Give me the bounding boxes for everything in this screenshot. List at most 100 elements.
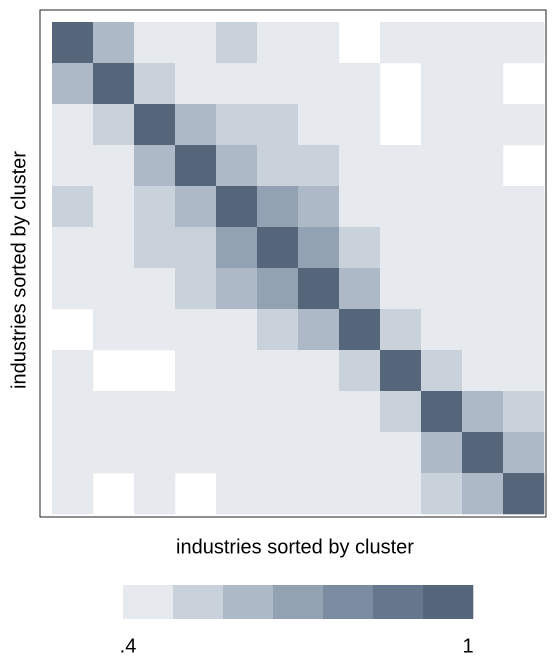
heatmap-cell [134,391,176,433]
heatmap-cell [52,391,94,433]
heatmap-cell [298,186,340,228]
heatmap-cell [462,473,504,515]
heatmap-cell [93,227,135,269]
heatmap-cell [462,350,504,392]
heatmap-cell [339,63,381,105]
colorbar-swatch [373,585,424,619]
heatmap-cell [175,145,217,187]
heatmap-cell [257,145,299,187]
heatmap-cell [339,432,381,474]
heatmap-cell [216,145,258,187]
heatmap-cell [421,473,463,515]
heatmap-cell [175,268,217,310]
heatmap-cell [216,350,258,392]
heatmap-cell [298,104,340,146]
heatmap-cell [503,104,545,146]
heatmap-cell [216,186,258,228]
heatmap-cell [175,350,217,392]
heatmap-cell [52,268,94,310]
colorbar-swatch [173,585,224,619]
heatmap-cell [93,63,135,105]
heatmap-cell [298,227,340,269]
heatmap-cell [421,268,463,310]
heatmap-cell [380,227,422,269]
heatmap-cell [298,309,340,351]
heatmap-cell [503,391,545,433]
heatmap-cell [93,104,135,146]
heatmap-cell [380,350,422,392]
heatmap-cell [298,391,340,433]
heatmap-cell [462,268,504,310]
heatmap-cell [421,391,463,433]
colorbar-swatch [223,585,274,619]
colorbar-tick-label: .4 [120,635,137,657]
heatmap-cell [93,309,135,351]
heatmap-cell [134,473,176,515]
heatmap-cell [52,350,94,392]
heatmap-cell [257,350,299,392]
heatmap-cell [421,432,463,474]
heatmap-cell [339,391,381,433]
heatmap-cell [216,22,258,64]
colorbar-swatch [423,585,474,619]
heatmap-cell [503,350,545,392]
heatmap-cell [175,391,217,433]
heatmap-cell [175,432,217,474]
heatmap-cell [462,63,504,105]
heatmap-cell [462,104,504,146]
heatmap-cell [339,104,381,146]
heatmap-cell [503,432,545,474]
heatmap-cell [257,104,299,146]
heatmap-cell [175,186,217,228]
heatmap-cell [175,63,217,105]
heatmap-cell [216,63,258,105]
heatmap-cell [216,473,258,515]
heatmap-cell [216,268,258,310]
heatmap-cell [216,104,258,146]
heatmap-cell [380,186,422,228]
heatmap-cell [175,309,217,351]
heatmap-cell [298,432,340,474]
heatmap-cell [257,268,299,310]
heatmap-cell [175,22,217,64]
heatmap-cell [93,432,135,474]
heatmap-cell [257,186,299,228]
heatmap-cell [52,22,94,64]
heatmap-cell [216,432,258,474]
heatmap-cell [421,186,463,228]
heatmap-cell [339,473,381,515]
heatmap-cell [52,145,94,187]
heatmap-cell [462,227,504,269]
heatmap-cell [52,186,94,228]
heatmap-cell [52,432,94,474]
heatmap-cell [462,432,504,474]
heatmap-cell [93,268,135,310]
heatmap-cell [134,227,176,269]
colorbar-swatch [123,585,174,619]
heatmap-cell [93,145,135,187]
colorbar-swatch [323,585,374,619]
heatmap-cell [462,186,504,228]
heatmap-cell [421,309,463,351]
heatmap-cell [380,22,422,64]
heatmap-cell [339,309,381,351]
heatmap-cell [298,350,340,392]
x-axis-label: industries sorted by cluster [176,536,414,558]
heatmap-cell [380,268,422,310]
heatmap-cell [462,22,504,64]
heatmap-cell [421,227,463,269]
heatmap-cell [52,104,94,146]
heatmap-cell [216,391,258,433]
heatmap-cell [380,473,422,515]
heatmap-cell [257,22,299,64]
heatmap-cell [93,391,135,433]
heatmap-cell [257,391,299,433]
heatmap-cell [52,473,94,515]
heatmap-cell [93,186,135,228]
heatmap-cell [134,22,176,64]
heatmap-cell [339,227,381,269]
heatmap-cell [93,22,135,64]
heatmap-cell [421,350,463,392]
heatmap-cell [257,473,299,515]
heatmap-cell [134,309,176,351]
